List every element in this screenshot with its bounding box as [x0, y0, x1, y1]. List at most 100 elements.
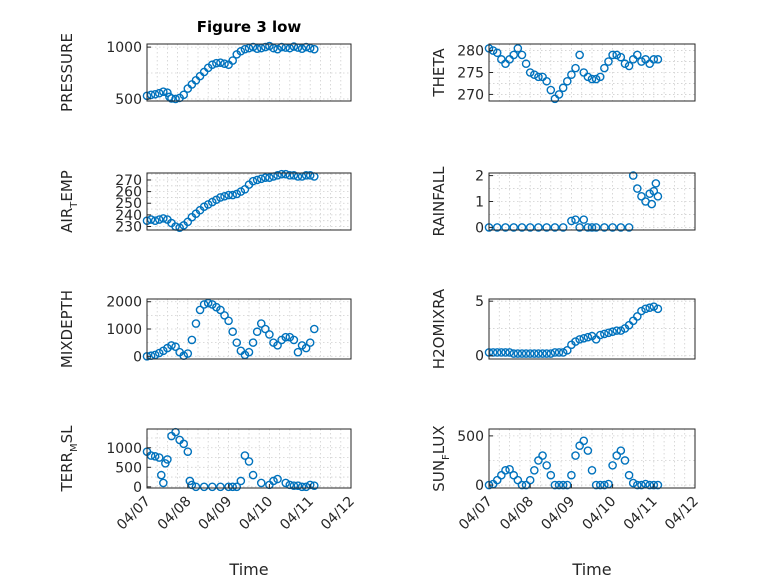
- data-point: [653, 304, 663, 314]
- data-point: [517, 349, 527, 358]
- data-point: [212, 58, 221, 68]
- data-point: [562, 345, 572, 355]
- data-point: [517, 50, 527, 60]
- grid: [488, 44, 696, 101]
- data-point: [554, 480, 564, 490]
- data-point: [624, 61, 634, 71]
- data-point: [546, 85, 556, 95]
- data-point: [293, 347, 303, 357]
- data-point: [587, 223, 597, 232]
- data-point: [154, 348, 164, 358]
- data-point: [608, 50, 617, 60]
- data-point: [265, 173, 274, 182]
- data-point: [167, 341, 176, 350]
- axes-frame: [146, 172, 352, 231]
- data-point: [633, 184, 642, 193]
- data-point: [236, 46, 246, 56]
- y-tick-label: 500: [115, 460, 142, 476]
- panel-top-left: 500 1000 PRESSURE Figure 3 low: [58, 18, 352, 112]
- y-tick-label: 500: [457, 429, 484, 445]
- data-point: [224, 316, 233, 326]
- data-point: [530, 465, 539, 475]
- y-tick-label: 270: [457, 87, 484, 103]
- data-point: [604, 57, 613, 66]
- y-tick-label: 260: [115, 185, 142, 201]
- panel-bottom-left: 0 500 1000 04/07 04/08 04/09 04/10 04/11 04/12 TE…: [58, 425, 358, 579]
- data-point: [492, 48, 502, 58]
- data-point: [558, 223, 568, 232]
- data-point: [575, 50, 584, 60]
- data-point: [550, 348, 560, 357]
- data-point: [244, 43, 254, 53]
- data-point: [240, 451, 250, 460]
- data-point: [171, 94, 180, 104]
- data-point: [525, 349, 535, 358]
- data-point: [595, 72, 605, 82]
- y-tick-label: 500: [115, 92, 142, 108]
- data-point: [633, 480, 642, 490]
- data-point: [550, 223, 560, 232]
- data-point: [637, 480, 646, 490]
- data-point: [649, 186, 659, 196]
- data-point: [261, 324, 270, 334]
- data-point: [612, 326, 622, 335]
- data-point: [224, 482, 233, 492]
- data-point: [273, 44, 282, 54]
- data-point: [546, 349, 556, 358]
- y-tick-label: 2000: [106, 295, 142, 311]
- data-point: [530, 70, 539, 79]
- data-point: [653, 480, 663, 490]
- data-point: [525, 68, 535, 77]
- data-point: [633, 312, 642, 321]
- x-tick-label: 04/07: [456, 494, 496, 534]
- data-point: [591, 74, 601, 84]
- data-point: [150, 89, 160, 99]
- y-axis-label: AIRTEMP: [58, 170, 80, 233]
- data-point: [637, 306, 646, 316]
- data-point: [649, 480, 659, 490]
- data-point: [509, 223, 519, 232]
- x-tick-label: 04/11: [277, 494, 317, 534]
- data-point: [616, 223, 626, 232]
- data-point: [579, 333, 589, 343]
- data-point: [220, 311, 229, 320]
- y-tick-label: 1: [475, 195, 484, 211]
- x-tick-label: 04/12: [318, 494, 358, 534]
- data-point: [154, 88, 164, 98]
- data-point: [297, 44, 307, 53]
- data-point: [628, 478, 638, 488]
- data-point: [285, 43, 295, 53]
- axes-frame: [146, 428, 352, 489]
- data-point: [191, 319, 201, 328]
- data-point: [600, 329, 609, 339]
- data-point: [309, 324, 319, 334]
- data-point: [285, 171, 295, 180]
- data-point: [252, 175, 262, 185]
- data-point: [513, 475, 523, 485]
- data-point: [542, 223, 551, 232]
- data-point: [501, 348, 510, 357]
- data-point: [509, 470, 519, 480]
- data-point: [309, 44, 319, 54]
- grid: [488, 173, 696, 230]
- data-point: [534, 223, 543, 232]
- data-point: [265, 330, 274, 339]
- data-point: [277, 169, 286, 179]
- y-tick-label: 1000: [106, 322, 142, 338]
- data-point: [525, 475, 535, 485]
- data-point: [530, 349, 539, 358]
- data-point: [579, 436, 589, 446]
- data-point: [579, 215, 589, 224]
- data-point: [256, 319, 266, 328]
- data-point: [216, 305, 225, 315]
- data-point: [281, 169, 291, 179]
- panel-second-right: 0 1 2 RAINFALL: [430, 166, 696, 236]
- data-point: [159, 214, 168, 223]
- data-point: [583, 446, 593, 455]
- data-point: [289, 335, 299, 345]
- data-point: [488, 348, 498, 357]
- y-tick-label: 0: [133, 349, 142, 365]
- data-point: [546, 470, 556, 480]
- y-axis-label: TERRMSL: [58, 425, 80, 493]
